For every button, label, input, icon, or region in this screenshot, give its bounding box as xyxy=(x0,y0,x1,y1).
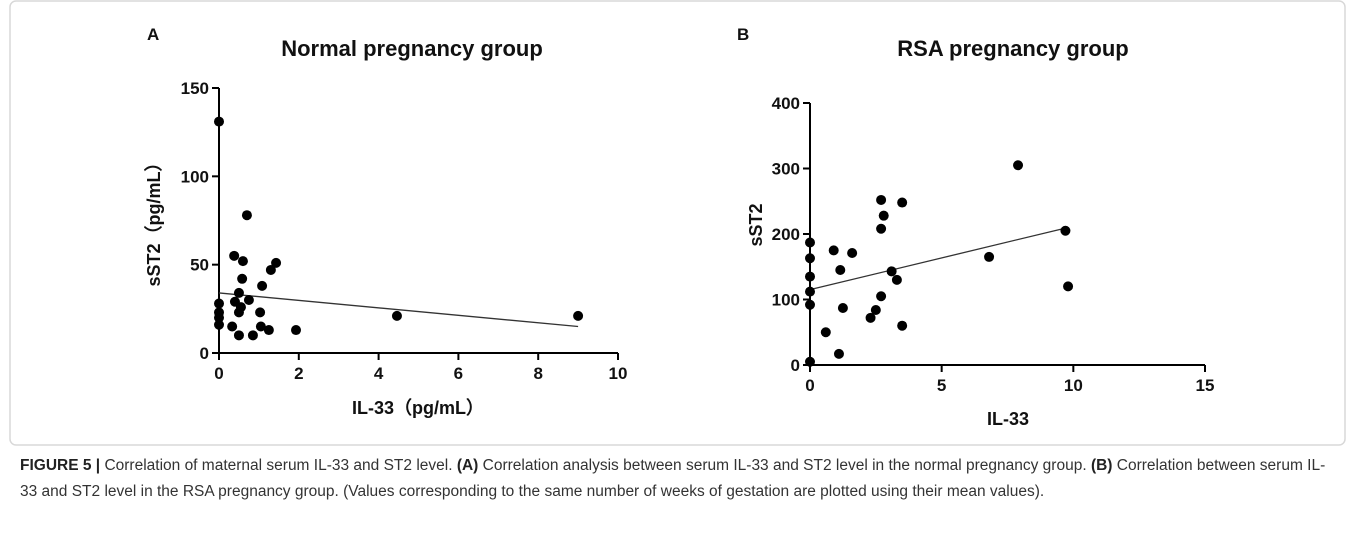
data-point xyxy=(897,320,908,331)
data-point xyxy=(837,303,848,314)
data-point xyxy=(805,271,815,282)
panel-label: A xyxy=(147,25,159,44)
data-point xyxy=(820,327,831,338)
data-point xyxy=(291,325,302,336)
data-point xyxy=(243,295,254,305)
data-point xyxy=(1060,225,1071,236)
data-point xyxy=(828,245,839,256)
caption: FIGURE 5 | Correlation of maternal serum… xyxy=(20,453,1340,504)
data-point xyxy=(241,210,252,221)
data-point xyxy=(865,312,876,323)
caption-text: Correlation between serum IL-33 and ST2 … xyxy=(20,457,1326,500)
data-point xyxy=(878,210,889,221)
chart-title: Normal pregnancy group xyxy=(281,36,543,61)
data-point xyxy=(1063,281,1074,292)
data-point xyxy=(805,286,815,297)
data-point xyxy=(271,257,282,268)
data-point xyxy=(847,247,858,258)
y-tick-label: 0 xyxy=(791,356,800,375)
x-tick-label: 0 xyxy=(214,364,223,383)
data-point xyxy=(237,256,248,267)
data-point xyxy=(237,273,248,284)
data-point xyxy=(805,253,815,264)
figure-frame xyxy=(9,0,1346,446)
data-point xyxy=(870,304,881,315)
x-tick-label: 8 xyxy=(533,364,542,383)
y-tick-label: 50 xyxy=(190,256,209,275)
x-tick-label: 0 xyxy=(805,376,814,395)
data-point xyxy=(886,266,897,277)
data-point xyxy=(805,237,815,248)
chart-title: RSA pregnancy group xyxy=(897,36,1128,61)
figure: A Normal pregnancy group IL-33（pg/mL） sST2（… xyxy=(9,0,1346,446)
caption-text: Correlation analysis between serum IL-33… xyxy=(478,457,1091,474)
caption-bold: (B) xyxy=(1090,457,1113,474)
data-point xyxy=(255,307,266,318)
x-axis-label: IL-33（pg/mL） xyxy=(352,398,484,418)
data-point xyxy=(233,307,244,318)
y-tick-label: 200 xyxy=(772,225,800,244)
data-point xyxy=(805,299,815,310)
caption-text: Correlation of maternal serum IL-33 and … xyxy=(100,457,457,474)
data-point xyxy=(835,265,846,276)
x-tick-label: 10 xyxy=(1064,376,1083,395)
x-tick-label: 5 xyxy=(937,376,946,395)
caption-bold: (A) xyxy=(456,457,479,474)
x-tick-label: 2 xyxy=(294,364,303,383)
caption-bold: FIGURE 5 | xyxy=(20,457,101,474)
data-point xyxy=(391,310,402,321)
data-point xyxy=(227,321,238,332)
data-point xyxy=(233,330,244,341)
data-point xyxy=(1013,160,1024,171)
trend-line xyxy=(809,226,1069,291)
y-tick-label: 300 xyxy=(772,160,800,179)
x-tick-label: 10 xyxy=(609,364,628,383)
y-axis-label: sST2（pg/mL） xyxy=(144,153,164,286)
x-axis-label: IL-33 xyxy=(987,409,1029,429)
data-point xyxy=(876,223,887,234)
data-point xyxy=(805,356,815,367)
data-point xyxy=(876,194,887,205)
data-point xyxy=(214,319,224,330)
data-point xyxy=(897,197,908,208)
data-point xyxy=(255,321,266,332)
trend-line xyxy=(218,292,579,328)
data-point xyxy=(876,291,887,302)
y-tick-label: 150 xyxy=(181,79,209,98)
data-point xyxy=(214,298,224,309)
data-point xyxy=(214,312,224,323)
data-point xyxy=(263,325,274,336)
data-point xyxy=(247,330,258,341)
y-tick-label: 100 xyxy=(772,291,800,310)
y-axis-label: sST2 xyxy=(746,203,766,246)
data-point xyxy=(984,251,995,262)
y-tick-label: 100 xyxy=(181,167,209,186)
data-point xyxy=(891,274,902,285)
data-point xyxy=(257,280,268,291)
data-point xyxy=(265,264,276,275)
x-tick-label: 15 xyxy=(1196,376,1215,395)
data-point xyxy=(233,287,244,298)
y-tick-label: 400 xyxy=(772,94,800,113)
data-point xyxy=(573,310,584,321)
x-tick-label: 6 xyxy=(454,364,463,383)
data-point xyxy=(214,116,224,127)
x-tick-label: 4 xyxy=(374,364,384,383)
data-point xyxy=(833,348,844,359)
y-tick-label: 0 xyxy=(200,344,209,363)
data-point xyxy=(229,250,240,261)
panel-label: B xyxy=(737,25,749,44)
